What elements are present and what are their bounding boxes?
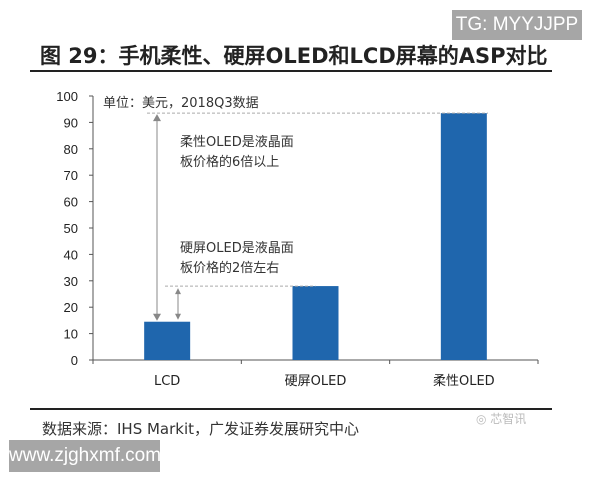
- chart-title: 图 29：手机柔性、硬屏OLED和LCD屏幕的ASP对比: [40, 44, 548, 68]
- annotation-2x: 硬屏OLED是液晶面: [180, 241, 294, 256]
- annotation-6x: 柔性OLED是液晶面: [180, 135, 294, 150]
- watermark-top: TG: MYYJJPP: [452, 10, 582, 40]
- y-tick-label: 100: [56, 89, 78, 104]
- y-tick-label: 30: [64, 274, 78, 289]
- x-tick-label: LCD: [154, 374, 180, 389]
- logo-watermark: ◎ 芯智讯: [476, 412, 527, 426]
- y-tick-label: 90: [64, 115, 78, 130]
- bar-LCD: [144, 321, 191, 360]
- divider: [30, 70, 552, 72]
- y-tick-label: 50: [64, 221, 78, 236]
- bar-柔性OLED: [440, 113, 487, 360]
- divider: [30, 408, 552, 410]
- unit-note: 单位：美元，2018Q3数据: [103, 96, 259, 111]
- y-tick-label: 70: [64, 168, 78, 183]
- y-tick-label: 0: [71, 353, 78, 368]
- y-tick-label: 20: [64, 300, 78, 315]
- x-tick-label: 硬屏OLED: [285, 374, 347, 389]
- y-tick-label: 80: [64, 142, 78, 157]
- y-tick-label: 40: [64, 247, 78, 262]
- y-tick-label: 60: [64, 195, 78, 210]
- y-tick-label: 10: [64, 327, 78, 342]
- bar-硬屏OLED: [292, 286, 339, 360]
- source-note: 数据来源：IHS Markit，广发证券发展研究中心: [42, 420, 360, 438]
- annotation-2x: 板价格的2倍左右: [180, 260, 279, 276]
- watermark-bottom: www.zjghxmf.com: [9, 440, 161, 472]
- x-tick-label: 柔性OLED: [433, 374, 495, 389]
- annotation-6x: 板价格的6倍以上: [180, 154, 279, 170]
